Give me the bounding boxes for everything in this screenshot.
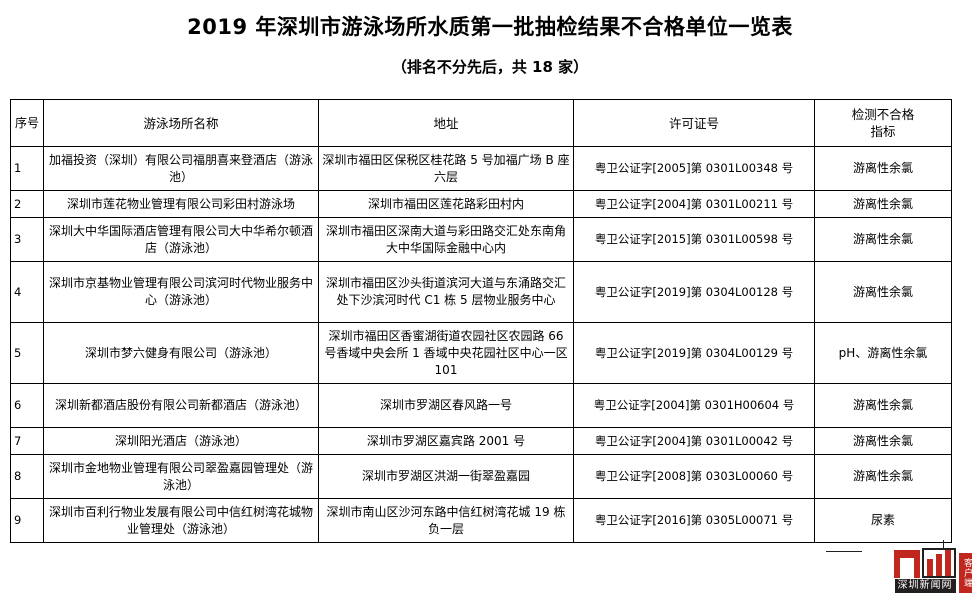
watermark-logo: 深圳新闻网 客户端 bbox=[894, 537, 972, 593]
cell-failed-indicator: 游离性余氯 bbox=[814, 427, 952, 455]
brand-name: 深圳新闻网 bbox=[894, 579, 956, 593]
cell-index: 6 bbox=[10, 383, 44, 428]
cell-failed-indicator: 游离性余氯 bbox=[814, 146, 952, 191]
column-header-license-no: 许可证号 bbox=[573, 99, 815, 147]
cell-failed-indicator: 游离性余氯 bbox=[814, 190, 952, 218]
table-row: 8 深圳市金地物业管理有限公司翠盈嘉园管理处（游泳池） 深圳市罗湖区洪湖一街翠盈… bbox=[10, 454, 952, 499]
cell-license-no: 粤卫公证字[2004]第 0301L00042 号 bbox=[573, 427, 815, 455]
cell-address: 深圳市罗湖区嘉宾路 2001 号 bbox=[318, 427, 574, 455]
table-body: 1 加福投资（深圳）有限公司福朋喜来登酒店（游泳池） 深圳市福田区保税区桂花路 … bbox=[10, 146, 952, 543]
cell-venue-name: 深圳大中华国际酒店管理有限公司大中华希尔顿酒店（游泳池） bbox=[43, 217, 319, 262]
column-header-failed-indicator-line1: 检测不合格 bbox=[851, 107, 915, 122]
column-header-failed-indicator-line2: 指标 bbox=[870, 124, 896, 139]
table-row: 4 深圳市京基物业管理有限公司滨河时代物业服务中心（游泳池） 深圳市福田区沙头街… bbox=[10, 261, 952, 323]
cell-index: 5 bbox=[10, 322, 44, 384]
cell-failed-indicator: pH、游离性余氯 bbox=[814, 322, 952, 384]
cell-license-no: 粤卫公证字[2019]第 0304L00128 号 bbox=[573, 261, 815, 323]
table-row: 2 深圳市莲花物业管理有限公司彩田村游泳场 深圳市福田区莲花路彩田村内 粤卫公证… bbox=[10, 190, 952, 218]
chuan-strokes-icon bbox=[922, 548, 956, 578]
cell-address: 深圳市福田区深南大道与彩田路交汇处东南角大中华国际金融中心内 bbox=[318, 217, 574, 262]
cell-failed-indicator: 游离性余氯 bbox=[814, 383, 952, 428]
cell-index: 3 bbox=[10, 217, 44, 262]
cell-address: 深圳市福田区保税区桂花路 5 号加福广场 B 座六层 bbox=[318, 146, 574, 191]
cell-license-no: 粤卫公证字[2019]第 0304L00129 号 bbox=[573, 322, 815, 384]
cell-license-no: 粤卫公证字[2015]第 0301L00598 号 bbox=[573, 217, 815, 262]
cell-index: 2 bbox=[10, 190, 44, 218]
table-row: 5 深圳市梦六健身有限公司（游泳池） 深圳市福田区香蜜湖街道农园社区农园路 66… bbox=[10, 322, 952, 384]
cell-venue-name: 深圳市百利行物业发展有限公司中信红树湾花城物业管理处（游泳池） bbox=[43, 498, 319, 543]
cell-venue-name: 深圳阳光酒店（游泳池） bbox=[43, 427, 319, 455]
table-row: 6 深圳新都酒店股份有限公司新都酒店（游泳池） 深圳市罗湖区春风路一号 粤卫公证… bbox=[10, 383, 952, 428]
cell-license-no: 粤卫公证字[2016]第 0305L00071 号 bbox=[573, 498, 815, 543]
results-table-container: 序号 游泳场所名称 地址 许可证号 检测不合格 指标 1 加福投资（深圳）有限公… bbox=[10, 99, 952, 543]
brand-glyphs bbox=[894, 548, 956, 578]
cell-index: 9 bbox=[10, 498, 44, 543]
cell-index: 8 bbox=[10, 454, 44, 499]
cell-index: 1 bbox=[10, 146, 44, 191]
column-header-failed-indicator: 检测不合格 指标 bbox=[814, 99, 952, 147]
cell-license-no: 粤卫公证字[2004]第 0301L00211 号 bbox=[573, 190, 815, 218]
table-row: 3 深圳大中华国际酒店管理有限公司大中华希尔顿酒店（游泳池） 深圳市福田区深南大… bbox=[10, 217, 952, 262]
cell-license-no: 粤卫公证字[2008]第 0303L00060 号 bbox=[573, 454, 815, 499]
cell-venue-name: 深圳市京基物业管理有限公司滨河时代物业服务中心（游泳池） bbox=[43, 261, 319, 323]
cell-venue-name: 深圳新都酒店股份有限公司新都酒店（游泳池） bbox=[43, 383, 319, 428]
column-header-index: 序号 bbox=[10, 99, 44, 147]
cell-venue-name: 深圳市金地物业管理有限公司翠盈嘉园管理处（游泳池） bbox=[43, 454, 319, 499]
column-header-address: 地址 bbox=[318, 99, 574, 147]
page-title: 2019 年深圳市游泳场所水质第一批抽检结果不合格单位一览表 bbox=[187, 15, 793, 39]
app-client-badge: 客户端 bbox=[959, 553, 972, 593]
cell-index: 7 bbox=[10, 427, 44, 455]
cell-failed-indicator: 游离性余氯 bbox=[814, 261, 952, 323]
unqualified-venues-table: 序号 游泳场所名称 地址 许可证号 检测不合格 指标 1 加福投资（深圳）有限公… bbox=[10, 99, 952, 543]
cell-license-no: 粤卫公证字[2004]第 0301H00604 号 bbox=[573, 383, 815, 428]
cell-venue-name: 深圳市莲花物业管理有限公司彩田村游泳场 bbox=[43, 190, 319, 218]
table-row: 1 加福投资（深圳）有限公司福朋喜来登酒店（游泳池） 深圳市福田区保税区桂花路 … bbox=[10, 146, 952, 191]
column-header-venue-name: 游泳场所名称 bbox=[43, 99, 319, 147]
cell-license-no: 粤卫公证字[2005]第 0301L00348 号 bbox=[573, 146, 815, 191]
logo-horizontal-rule bbox=[826, 551, 862, 552]
shenzhen-monogram-icon bbox=[894, 550, 920, 578]
cell-address: 深圳市福田区莲花路彩田村内 bbox=[318, 190, 574, 218]
table-row: 7 深圳阳光酒店（游泳池） 深圳市罗湖区嘉宾路 2001 号 粤卫公证字[200… bbox=[10, 427, 952, 455]
table-row: 9 深圳市百利行物业发展有限公司中信红树湾花城物业管理处（游泳池） 深圳市南山区… bbox=[10, 498, 952, 543]
table-header: 序号 游泳场所名称 地址 许可证号 检测不合格 指标 bbox=[10, 99, 952, 147]
cell-failed-indicator: 尿素 bbox=[814, 498, 952, 543]
cell-venue-name: 深圳市梦六健身有限公司（游泳池） bbox=[43, 322, 319, 384]
cell-failed-indicator: 游离性余氯 bbox=[814, 217, 952, 262]
cell-address: 深圳市福田区沙头街道滨河大道与东涌路交汇处下沙滨河时代 C1 栋 5 层物业服务… bbox=[318, 261, 574, 323]
cell-address: 深圳市南山区沙河东路中信红树湾花城 19 栋负一层 bbox=[318, 498, 574, 543]
cell-address: 深圳市福田区香蜜湖街道农园社区农园路 66 号香域中央会所 1 香域中央花园社区… bbox=[318, 322, 574, 384]
table-header-row: 序号 游泳场所名称 地址 许可证号 检测不合格 指标 bbox=[10, 99, 952, 147]
cell-venue-name: 加福投资（深圳）有限公司福朋喜来登酒店（游泳池） bbox=[43, 146, 319, 191]
cell-failed-indicator: 游离性余氯 bbox=[814, 454, 952, 499]
brand-mark: 深圳新闻网 bbox=[894, 548, 956, 593]
logo-vertical-rule bbox=[943, 540, 944, 552]
cell-address: 深圳市罗湖区洪湖一街翠盈嘉园 bbox=[318, 454, 574, 499]
cell-address: 深圳市罗湖区春风路一号 bbox=[318, 383, 574, 428]
page-subtitle: （排名不分先后，共 18 家） bbox=[391, 58, 589, 76]
cell-index: 4 bbox=[10, 261, 44, 323]
